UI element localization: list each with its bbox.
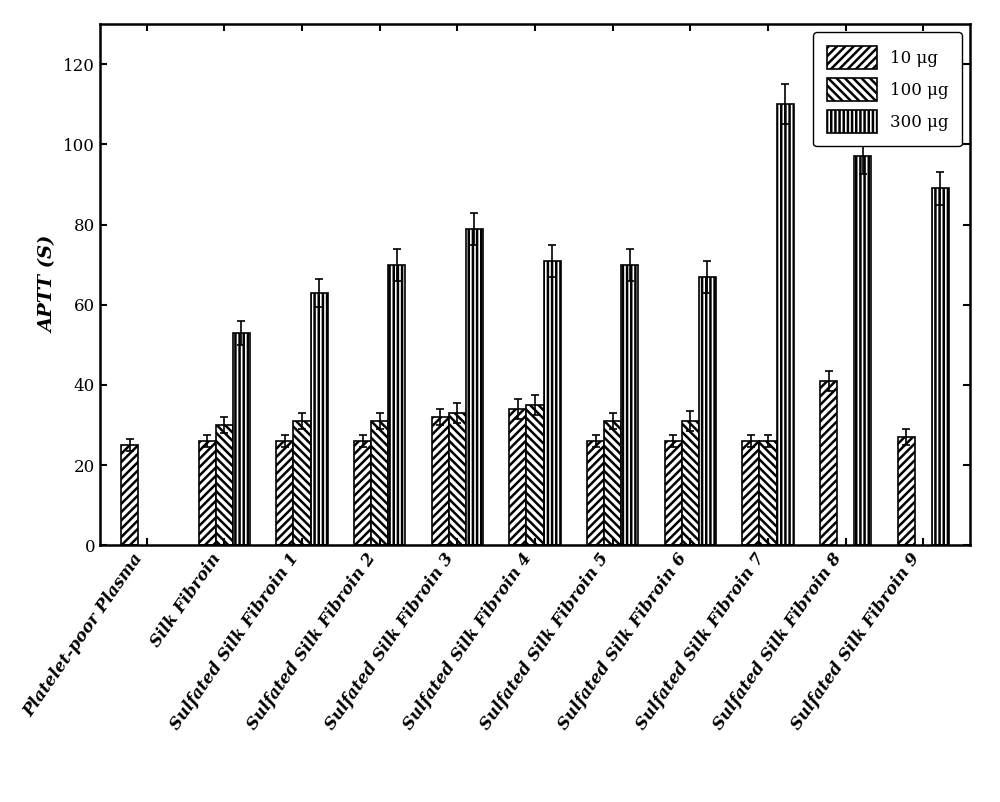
Bar [665, 441, 682, 545]
Bar [388, 265, 405, 545]
Bar [216, 425, 233, 545]
Bar [699, 277, 716, 545]
Bar [276, 441, 293, 545]
Bar [466, 229, 483, 545]
Bar [898, 437, 915, 545]
Bar [820, 381, 837, 545]
Bar [526, 405, 544, 545]
Bar [121, 445, 138, 545]
Bar [509, 409, 526, 545]
Bar [742, 441, 759, 545]
Bar [233, 333, 250, 545]
Bar [854, 156, 871, 545]
Bar [354, 441, 371, 545]
Bar [449, 413, 466, 545]
Bar [932, 188, 949, 545]
Bar [587, 441, 604, 545]
Bar [293, 421, 311, 545]
Bar [604, 421, 621, 545]
Bar [311, 293, 328, 545]
Bar [621, 265, 638, 545]
Bar [371, 421, 388, 545]
Bar [759, 441, 777, 545]
Bar [682, 421, 699, 545]
Y-axis label: APTT (S): APTT (S) [40, 236, 58, 334]
Bar [777, 104, 794, 545]
Bar [432, 417, 449, 545]
Legend: 10 μg, 100 μg, 300 μg: 10 μg, 100 μg, 300 μg [813, 32, 962, 147]
Bar [544, 261, 561, 545]
Bar [199, 441, 216, 545]
